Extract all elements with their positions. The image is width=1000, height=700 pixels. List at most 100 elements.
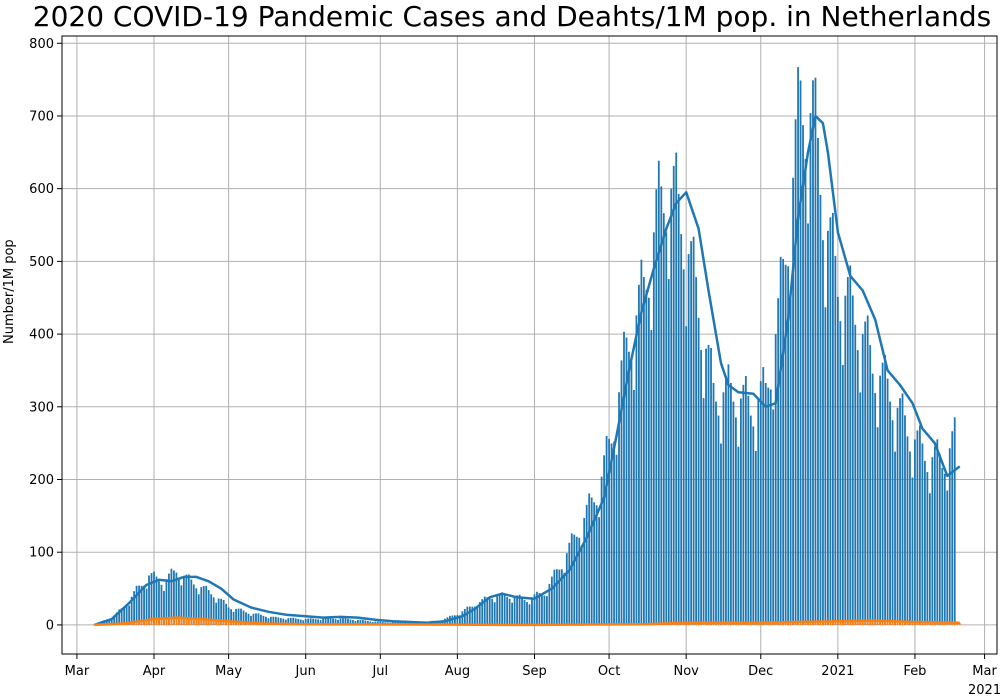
case-bar [841, 364, 844, 625]
case-bar [665, 232, 668, 625]
case-bar [222, 599, 225, 625]
case-bar [861, 334, 864, 625]
case-bar [923, 460, 926, 625]
case-bar [558, 569, 561, 625]
death-bar [235, 621, 237, 625]
case-bar [595, 505, 598, 625]
case-bar [575, 536, 578, 625]
case-bar [831, 212, 834, 625]
death-bar [158, 618, 160, 625]
case-bar [675, 152, 678, 625]
death-bar [197, 618, 200, 625]
case-bar [647, 297, 650, 625]
case-bar [774, 334, 777, 625]
case-bar [197, 594, 200, 625]
x-axis-year-label: 2021 [968, 683, 1000, 698]
death-bar [891, 621, 894, 625]
case-bar [884, 355, 886, 625]
case-bar [344, 618, 347, 625]
case-bar [827, 230, 829, 625]
case-bar [123, 607, 126, 625]
case-bar [307, 618, 310, 625]
death-bar [936, 622, 939, 625]
case-bar [650, 330, 653, 625]
case-bar [207, 590, 210, 625]
case-bar [220, 598, 223, 625]
case-bar [849, 265, 852, 625]
death-bar [799, 621, 802, 625]
death-bar [916, 622, 919, 625]
case-bar [128, 605, 131, 625]
cases-average-line [93, 114, 961, 627]
case-bar [685, 326, 688, 625]
death-bar [227, 621, 230, 625]
y-tick-label: 100 [29, 546, 54, 561]
case-bar [635, 315, 638, 625]
death-bar [207, 619, 210, 625]
death-bar [874, 620, 877, 625]
death-bar [150, 619, 153, 625]
death-bar [854, 620, 857, 625]
y-tick-label: 700 [29, 109, 54, 124]
death-bar [864, 620, 867, 625]
case-bar [177, 577, 180, 625]
case-bar [491, 598, 494, 625]
case-bar [904, 415, 906, 625]
case-bar [108, 619, 111, 625]
death-bar [851, 620, 854, 625]
case-bar [874, 393, 877, 625]
case-bar [633, 389, 635, 625]
case-bar [536, 591, 538, 625]
case-bar [754, 451, 757, 625]
case-bar [670, 188, 673, 625]
case-bar [528, 604, 531, 625]
case-bar [488, 598, 491, 625]
case-bar [245, 612, 247, 625]
death-bar [789, 622, 792, 625]
death-bar [809, 621, 812, 625]
case-bar [881, 362, 884, 625]
case-bar [473, 606, 476, 625]
case-bar [339, 618, 342, 625]
case-bar [212, 597, 215, 625]
death-bar [884, 620, 886, 625]
death-bar [836, 621, 839, 625]
case-bar [548, 583, 551, 625]
case-bar [133, 591, 136, 625]
y-tick-label: 300 [29, 400, 54, 415]
case-bar [262, 615, 265, 625]
case-bar [349, 619, 352, 625]
case-bar [314, 619, 317, 625]
case-bar [232, 611, 235, 625]
case-bar [302, 620, 305, 625]
case-bar [914, 439, 916, 625]
case-bar [113, 615, 116, 625]
death-bar [866, 620, 869, 625]
case-bar [645, 289, 648, 625]
case-bar [441, 620, 444, 625]
case-bar [163, 590, 165, 625]
case-bar [125, 605, 128, 625]
case-bar [585, 504, 588, 625]
y-axis-ticks: 0 100 200 300 400 500 600 700 800 [29, 37, 62, 633]
case-bar [170, 568, 173, 625]
case-bar [130, 596, 133, 625]
death-bar [839, 621, 842, 625]
case-bar [153, 571, 155, 625]
case-bar [655, 189, 658, 625]
case-bar [769, 389, 772, 625]
death-bar [177, 617, 180, 625]
case-bar [354, 620, 357, 625]
case-bar [531, 597, 533, 625]
case-bar [277, 617, 280, 625]
case-bar [329, 618, 332, 625]
death-bar [155, 618, 158, 625]
death-bar [856, 620, 859, 625]
death-bar [807, 621, 809, 625]
x-tick-label: Mar [65, 664, 90, 679]
case-bar [620, 360, 623, 625]
case-bar [317, 619, 320, 625]
case-bar [677, 193, 680, 625]
case-bar [891, 420, 894, 625]
